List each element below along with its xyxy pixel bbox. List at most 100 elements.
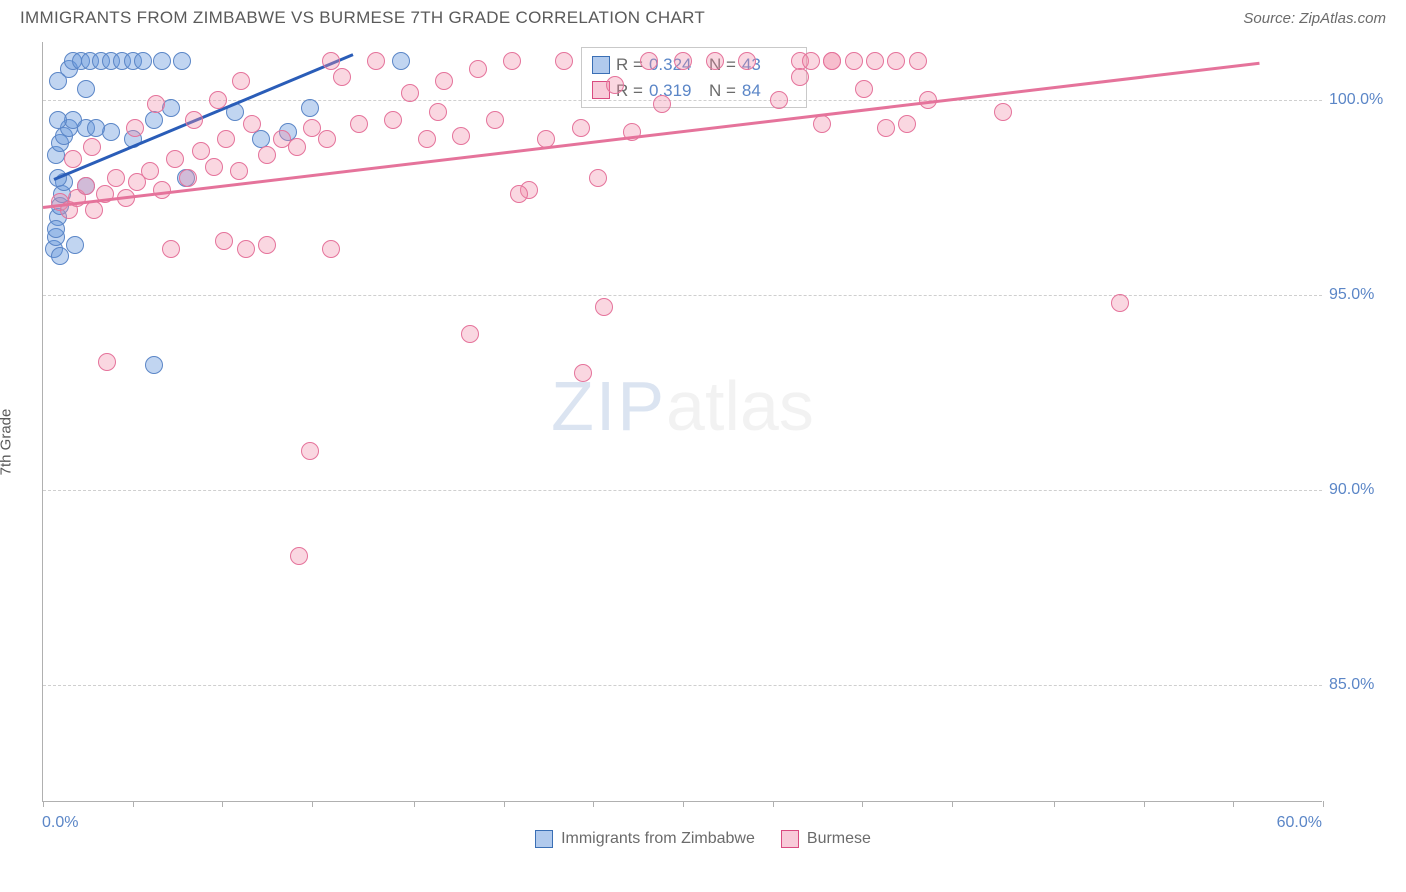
xtick [504, 801, 505, 807]
source-credit: Source: ZipAtlas.com [1243, 10, 1386, 27]
xtick [222, 801, 223, 807]
scatter-point-pink [77, 177, 95, 195]
scatter-point-pink [589, 169, 607, 187]
watermark-rest: atlas [666, 367, 814, 445]
scatter-point-pink [243, 115, 261, 133]
legend-item-blue: Immigrants from Zimbabwe [535, 830, 755, 848]
scatter-point-pink [555, 52, 573, 70]
chart-header: IMMIGRANTS FROM ZIMBABWE VS BURMESE 7TH … [0, 0, 1406, 32]
scatter-point-pink [205, 158, 223, 176]
N-label: N = [709, 78, 736, 104]
scatter-point-pink [994, 103, 1012, 121]
R-label: R = [616, 52, 643, 78]
scatter-point-pink [418, 130, 436, 148]
scatter-point-blue [87, 119, 105, 137]
scatter-point-pink [126, 119, 144, 137]
scatter-point-pink [606, 76, 624, 94]
scatter-point-pink [706, 52, 724, 70]
xtick [43, 801, 44, 807]
scatter-point-pink [653, 95, 671, 113]
scatter-point-pink [640, 52, 658, 70]
scatter-point-pink [813, 115, 831, 133]
plot-area: ZIPatlas R =0.324N =43R =0.319N =84 85.0… [42, 42, 1322, 802]
scatter-point-pink [209, 91, 227, 109]
chart-title: IMMIGRANTS FROM ZIMBABWE VS BURMESE 7TH … [20, 8, 705, 28]
scatter-point-blue [49, 111, 67, 129]
scatter-point-pink [574, 364, 592, 382]
watermark-bold: ZIP [551, 367, 666, 445]
scatter-point-blue [173, 52, 191, 70]
scatter-point-pink [230, 162, 248, 180]
scatter-point-pink [384, 111, 402, 129]
scatter-point-pink [503, 52, 521, 70]
xtick [414, 801, 415, 807]
scatter-point-pink [215, 232, 233, 250]
scatter-point-pink [232, 72, 250, 90]
scatter-point-pink [435, 72, 453, 90]
scatter-point-pink [877, 119, 895, 137]
scatter-point-pink [83, 138, 101, 156]
scatter-point-pink [887, 52, 905, 70]
legend-label-blue: Immigrants from Zimbabwe [561, 830, 755, 848]
xtick [1144, 801, 1145, 807]
legend-label-pink: Burmese [807, 830, 871, 848]
scatter-point-pink [322, 52, 340, 70]
scatter-point-pink [367, 52, 385, 70]
scatter-point-blue [77, 80, 95, 98]
gridline-h [43, 490, 1322, 491]
scatter-point-pink [401, 84, 419, 102]
scatter-point-pink [333, 68, 351, 86]
xtick [593, 801, 594, 807]
scatter-point-pink [674, 52, 692, 70]
scatter-point-pink [823, 52, 841, 70]
scatter-point-blue [51, 247, 69, 265]
xtick [1233, 801, 1234, 807]
scatter-point-pink [855, 80, 873, 98]
scatter-point-pink [162, 240, 180, 258]
scatter-point-pink [802, 52, 820, 70]
scatter-point-pink [179, 169, 197, 187]
scatter-point-pink [107, 169, 125, 187]
scatter-point-pink [486, 111, 504, 129]
scatter-point-blue [145, 111, 163, 129]
scatter-point-pink [510, 185, 528, 203]
source-prefix: Source: [1243, 10, 1299, 27]
scatter-point-pink [595, 298, 613, 316]
ytick-label: 85.0% [1329, 676, 1374, 694]
legend-swatch-pink [781, 830, 799, 848]
scatter-point-pink [1111, 294, 1129, 312]
scatter-point-pink [469, 60, 487, 78]
stats-swatch-blue [592, 56, 610, 74]
scatter-point-blue [47, 220, 65, 238]
scatter-point-pink [322, 240, 340, 258]
scatter-point-pink [845, 52, 863, 70]
scatter-point-blue [134, 52, 152, 70]
scatter-point-pink [452, 127, 470, 145]
xtick [683, 801, 684, 807]
scatter-point-blue [49, 72, 67, 90]
stats-row-blue: R =0.324N =43 [592, 52, 796, 78]
gridline-h [43, 685, 1322, 686]
legend-swatch-blue [535, 830, 553, 848]
scatter-point-pink [166, 150, 184, 168]
ytick-label: 100.0% [1329, 91, 1383, 109]
plot-container: 7th Grade ZIPatlas R =0.324N =43R =0.319… [0, 32, 1406, 852]
scatter-point-pink [258, 236, 276, 254]
scatter-point-pink [318, 130, 336, 148]
y-axis-label: 7th Grade [0, 409, 15, 476]
scatter-point-blue [66, 236, 84, 254]
scatter-point-pink [350, 115, 368, 133]
ytick-label: 95.0% [1329, 286, 1374, 304]
scatter-point-pink [237, 240, 255, 258]
source-name: ZipAtlas.com [1299, 10, 1386, 27]
scatter-point-blue [392, 52, 410, 70]
gridline-h [43, 295, 1322, 296]
scatter-point-pink [147, 95, 165, 113]
scatter-point-blue [145, 356, 163, 374]
xtick [952, 801, 953, 807]
scatter-point-pink [185, 111, 203, 129]
scatter-point-pink [141, 162, 159, 180]
xtick [773, 801, 774, 807]
scatter-point-pink [791, 68, 809, 86]
scatter-point-blue [301, 99, 319, 117]
